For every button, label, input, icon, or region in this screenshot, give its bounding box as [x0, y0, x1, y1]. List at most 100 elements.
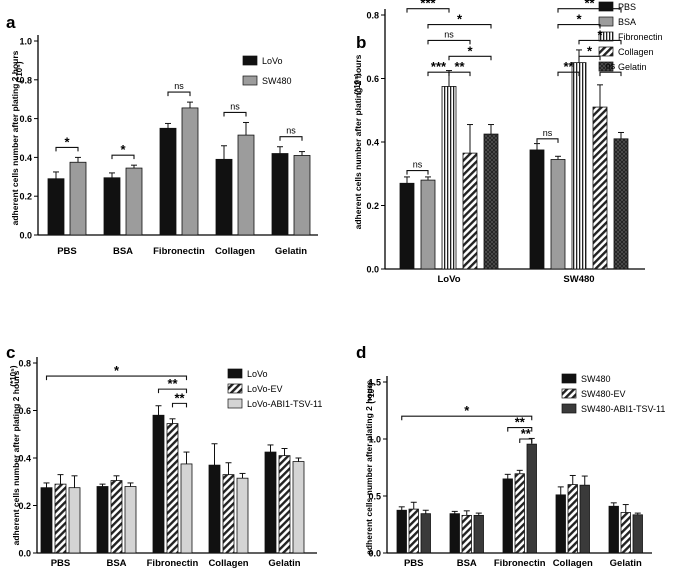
significance-bracket [111, 154, 135, 160]
category-label: Fibronectin [494, 558, 546, 569]
bar [208, 464, 221, 554]
bar [166, 423, 179, 554]
significance-label: ns [230, 101, 240, 111]
significance-bracket [557, 71, 580, 77]
legend-swatch [598, 31, 614, 42]
category-label: BSA [457, 558, 477, 569]
panel-letter: d [356, 343, 366, 362]
category-label: Fibronectin [153, 246, 205, 257]
significance-bracket [427, 23, 492, 29]
legend-label: SW480-ABI1-TSV-11 [581, 404, 665, 414]
bar [124, 486, 137, 554]
bar [264, 451, 277, 554]
y-tick-label: 0.2 [19, 192, 32, 202]
significance-label: * [597, 27, 603, 42]
significance-bracket [223, 111, 247, 117]
bar [483, 133, 499, 270]
category-label: Gelatin [268, 558, 300, 569]
significance-bracket [557, 23, 601, 29]
significance-label: ** [174, 390, 185, 405]
significance-bracket [171, 402, 188, 408]
significance-bracket [401, 415, 533, 421]
significance-label: * [464, 403, 470, 418]
bar [449, 513, 460, 554]
significance-bracket [406, 8, 450, 13]
bar [96, 486, 109, 554]
bar [441, 86, 457, 270]
category-label: BSA [106, 558, 126, 569]
bar [69, 161, 87, 236]
y-axis-label: adherent cells number after plating 2 ho… [11, 370, 21, 545]
significance-label: ns [413, 160, 423, 170]
significance-label: ns [444, 29, 454, 39]
bar [152, 414, 165, 554]
legend-label: SW480 [581, 374, 611, 384]
y-tick-label: 1.0 [19, 37, 32, 47]
bar [529, 149, 545, 270]
significance-label: * [587, 43, 593, 58]
significance-label: ** [515, 415, 526, 430]
y-tick-label: 0.6 [19, 114, 32, 124]
legend-swatch [561, 388, 577, 399]
bar [632, 514, 643, 554]
legend-label: BSA [618, 17, 636, 27]
bar [54, 483, 67, 554]
bar [502, 478, 513, 554]
category-label: SW480 [563, 274, 594, 285]
significance-bracket [536, 138, 559, 143]
legend-label: Collagen [618, 47, 654, 57]
bar [555, 494, 566, 554]
legend-swatch [561, 403, 577, 414]
legend-swatch [227, 398, 243, 409]
legend-label: Gelatin [618, 62, 647, 72]
bar [180, 463, 193, 554]
bar [271, 153, 289, 236]
bar [278, 455, 291, 554]
bar [292, 461, 305, 554]
category-label: Gelatin [275, 246, 307, 257]
panel-letter: b [356, 33, 366, 52]
significance-label: ns [543, 128, 553, 138]
bar [473, 514, 484, 554]
bar [110, 480, 123, 554]
bar [620, 512, 631, 554]
bar [103, 177, 121, 236]
bar [462, 152, 478, 270]
significance-bracket [507, 427, 533, 432]
bar [396, 509, 407, 554]
y-axis-unit: (*10⁵) [353, 73, 362, 94]
bar [608, 505, 619, 554]
category-label: Gelatin [610, 558, 642, 569]
significance-label: ** [521, 426, 532, 441]
bar [420, 513, 431, 554]
legend-label: SW480 [262, 76, 292, 86]
y-tick-label: 0.0 [366, 265, 379, 275]
bar [159, 127, 177, 236]
bar [399, 182, 415, 270]
significance-bracket [167, 91, 191, 97]
significance-bracket [406, 170, 429, 175]
legend-label: SW480-EV [581, 389, 626, 399]
significance-label: ns [286, 126, 296, 136]
significance-label: *** [420, 0, 436, 11]
bar [579, 484, 590, 554]
panel-letter: a [6, 13, 16, 32]
category-label: BSA [113, 246, 133, 257]
legend-swatch [242, 75, 258, 86]
y-tick-label: 0.5 [368, 492, 381, 502]
y-axis-unit: (*10⁵) [9, 365, 18, 386]
bar [526, 443, 537, 554]
significance-label: ** [167, 376, 178, 391]
significance-bracket [578, 39, 622, 45]
y-axis-unit: (*10⁵) [15, 61, 24, 82]
y-tick-label: 0.8 [366, 11, 379, 21]
bar [567, 484, 578, 554]
bar [408, 508, 419, 554]
y-tick-label: 0.4 [19, 153, 32, 163]
significance-bracket [279, 136, 303, 141]
significance-label: * [120, 142, 126, 157]
significance-label: ** [563, 59, 574, 74]
